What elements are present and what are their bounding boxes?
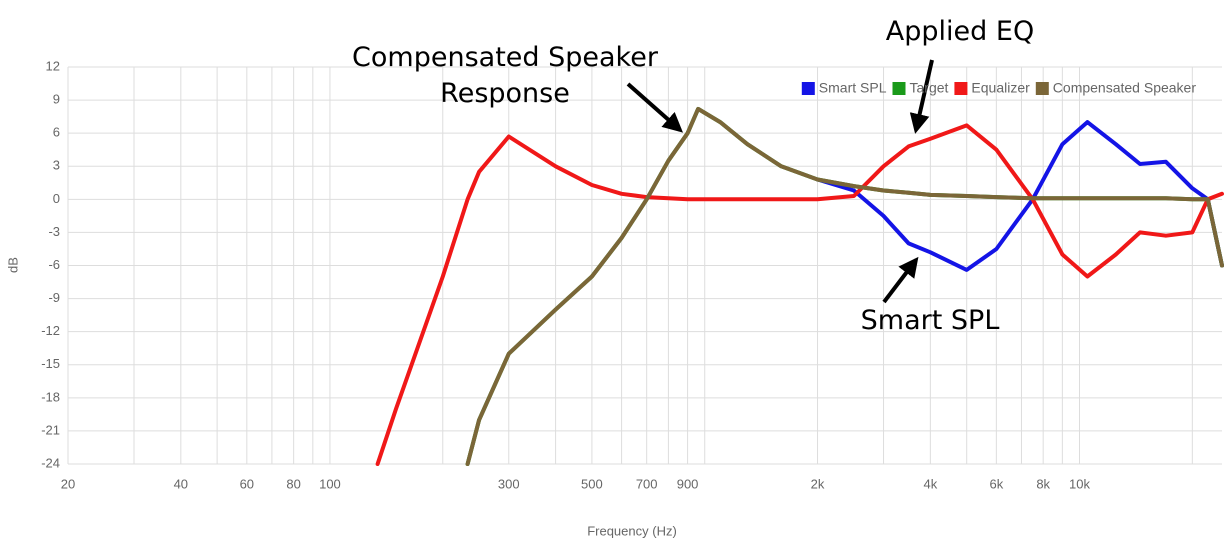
- legend-swatch: [1035, 82, 1049, 95]
- grid: [67, 66, 1222, 465]
- legend-swatch: [892, 82, 906, 95]
- x-tick-label: 4k: [924, 476, 938, 491]
- series-line: [815, 120, 1224, 272]
- x-tick-label: 2k: [811, 476, 825, 491]
- legend-label: Smart SPL: [819, 80, 887, 96]
- y-tick-label: -6: [48, 257, 60, 272]
- y-tick-label: -18: [41, 389, 60, 404]
- y-tick-label: 0: [53, 191, 60, 206]
- annotation-arrow: [626, 82, 683, 133]
- y-tick-label: -3: [48, 224, 60, 239]
- legend-label: Compensated Speaker: [1053, 80, 1197, 96]
- y-tick-label: -21: [41, 422, 60, 437]
- annotation-arrow: [882, 256, 919, 304]
- x-tick-label: 20: [61, 476, 75, 491]
- y-tick-label: 12: [46, 58, 60, 73]
- plot-lines: [375, 106, 1224, 466]
- labels: -24 -21 -18 -15 -12 -9 -6 -3 0 3 6 9 12 20 40 60 80 100 30…: [41, 58, 1090, 491]
- x-tick-label: 500: [581, 476, 603, 491]
- y-tick-label: 3: [53, 158, 60, 173]
- x-axis-label: Frequency (Hz): [587, 523, 677, 538]
- x-tick-label: 60: [240, 476, 254, 491]
- y-tick-label: -15: [41, 356, 60, 371]
- series-line: [375, 123, 1224, 466]
- x-tick-label: 8k: [1036, 476, 1050, 491]
- x-tick-label: 6k: [989, 476, 1003, 491]
- x-tick-label: 40: [174, 476, 188, 491]
- legend-label: Target: [910, 80, 949, 96]
- legend-swatch: [801, 82, 815, 95]
- y-tick-label: -9: [48, 290, 60, 305]
- x-tick-label: 80: [286, 476, 300, 491]
- annotation: Smart SPL: [860, 305, 1000, 336]
- x-tick-label: 10k: [1069, 476, 1090, 491]
- y-tick-label: 6: [53, 125, 60, 140]
- x-tick-label: 900: [677, 476, 699, 491]
- y-tick-label: 9: [53, 92, 60, 107]
- legend: Smart SPL Target Equalizer Compensated Spea…: [801, 80, 1197, 96]
- y-axis-label: dB: [5, 257, 20, 273]
- x-tick-label: 300: [498, 476, 520, 491]
- annotation: Compensated Speaker Response: [352, 42, 658, 109]
- annotation: Applied EQ: [885, 16, 1035, 47]
- y-tick-label: -24: [41, 455, 60, 470]
- series-line: [465, 106, 1224, 466]
- legend-label: Equalizer: [971, 80, 1030, 96]
- y-tick-label: -12: [41, 323, 60, 338]
- x-tick-label: 700: [636, 476, 658, 491]
- annotation-arrow: [909, 59, 934, 134]
- x-tick-label: 100: [319, 476, 341, 491]
- legend-swatch: [954, 82, 968, 95]
